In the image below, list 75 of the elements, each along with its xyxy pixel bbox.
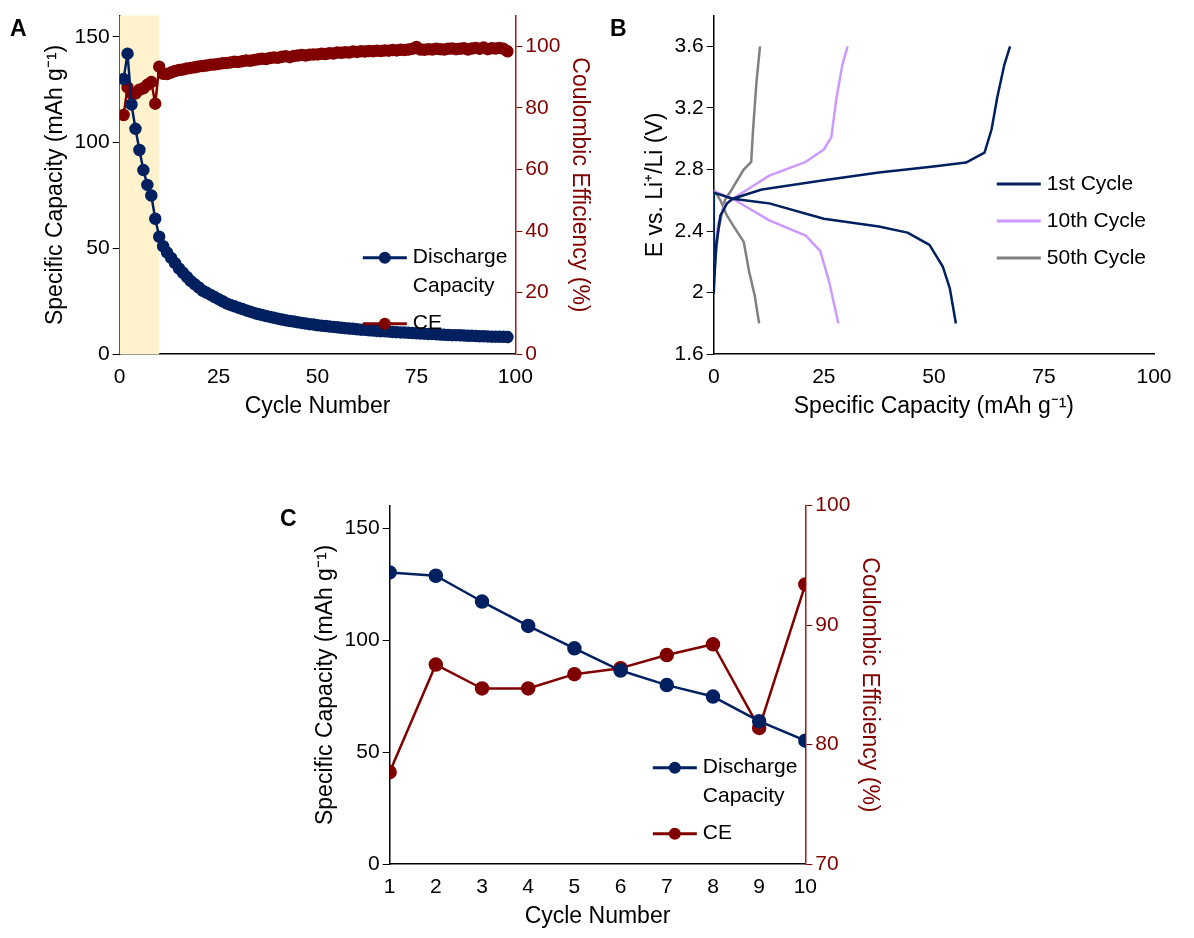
- y2-axis-title: Coulombic Efficiency (%): [567, 57, 594, 313]
- point: [520, 618, 536, 634]
- y2-tick-label: 100: [525, 33, 561, 57]
- text: C: [280, 504, 297, 531]
- x-tick-label: 100: [1136, 363, 1172, 387]
- y-tick-label: 2.4: [674, 217, 705, 241]
- x-tick-label: 75: [1032, 363, 1056, 387]
- point: [705, 689, 721, 704]
- y-tick-label: 0: [367, 851, 380, 874]
- x-tick-label: 8: [707, 873, 719, 897]
- y2-tick-label: 70: [815, 851, 839, 874]
- point: [567, 666, 582, 682]
- y-tick-label: 50: [86, 235, 110, 259]
- x-tick-label: 9: [753, 873, 766, 897]
- y2-tick-label: 60: [525, 156, 549, 180]
- y2-tick-label: 0: [525, 341, 538, 364]
- x-tick-label: 3: [476, 873, 488, 897]
- x-tick-label: 75: [404, 363, 429, 387]
- y-tick-label: 2.8: [674, 156, 704, 180]
- x-tick-label: 2: [429, 873, 442, 897]
- y2-tick-label: 20: [525, 279, 549, 303]
- point: [567, 641, 582, 656]
- legend-label: Discharge Capacity: [702, 754, 798, 807]
- point: [474, 594, 490, 609]
- y-tick-label: 2: [692, 279, 704, 303]
- y2-tick-label: 80: [815, 731, 839, 755]
- y-axis-title: Specific Capacity (mAh g⁻¹): [311, 544, 338, 826]
- y2-tick-label: 80: [525, 94, 549, 118]
- point: [705, 637, 721, 652]
- legend-label: 10th Cycle: [1046, 207, 1146, 231]
- text: A: [10, 14, 27, 41]
- y-axis-title: E vs. Li⁺/Li (V): [641, 112, 668, 258]
- point: [428, 657, 444, 672]
- x-tick-label: 25: [812, 363, 836, 387]
- y-tick-label: 100: [74, 129, 110, 153]
- point: [474, 681, 490, 696]
- x-axis-title: Cycle Number: [524, 901, 671, 928]
- x-tick-label: 10: [793, 873, 818, 897]
- x-axis-title: Specific Capacity (mAh g⁻¹): [793, 391, 1075, 418]
- legend-label: 50th Cycle: [1046, 244, 1146, 268]
- x-tick-label: 7: [660, 873, 673, 897]
- x-axis-title: Cycle Number: [244, 391, 391, 418]
- y-tick-label: 150: [344, 514, 380, 538]
- x-tick-label: 25: [206, 363, 231, 387]
- x-tick-label: 50: [305, 363, 330, 387]
- y-tick-label: 3.2: [674, 94, 704, 118]
- x-tick-label: 0: [113, 363, 126, 387]
- x-tick-label: 4: [522, 873, 535, 897]
- y2-axis-title: Coulombic Efficiency (%): [857, 557, 884, 813]
- legend-label: Discharge Capacity: [412, 244, 508, 297]
- point: [751, 713, 767, 729]
- point: [659, 647, 675, 663]
- x-tick-label: 5: [568, 873, 581, 897]
- point: [428, 568, 444, 583]
- y-tick-label: 1.6: [674, 341, 704, 364]
- point: [520, 681, 536, 696]
- y-tick-label: 100: [344, 626, 380, 650]
- x-tick-label: 100: [497, 363, 533, 387]
- y-tick-label: 0: [97, 341, 110, 364]
- y2-tick-label: 40: [525, 217, 549, 241]
- legend-label: CE: [412, 310, 443, 334]
- x-tick-label: 1: [383, 873, 396, 897]
- x-tick-label: 6: [614, 873, 627, 897]
- y2-tick-label: 90: [815, 611, 839, 635]
- legend-label: 1st Cycle: [1046, 170, 1134, 194]
- x-tick-label: 50: [922, 363, 946, 387]
- y-tick-label: 50: [356, 738, 380, 762]
- y-tick-label: 3.6: [674, 33, 704, 57]
- text: B: [610, 14, 627, 41]
- y-tick-label: 150: [74, 23, 110, 47]
- y-axis-title: Specific Capacity (mAh g⁻¹): [41, 44, 68, 326]
- point: [659, 677, 675, 693]
- x-tick-label: 0: [707, 363, 720, 387]
- y2-tick-label: 100: [815, 492, 851, 516]
- legend-label: CE: [702, 820, 733, 844]
